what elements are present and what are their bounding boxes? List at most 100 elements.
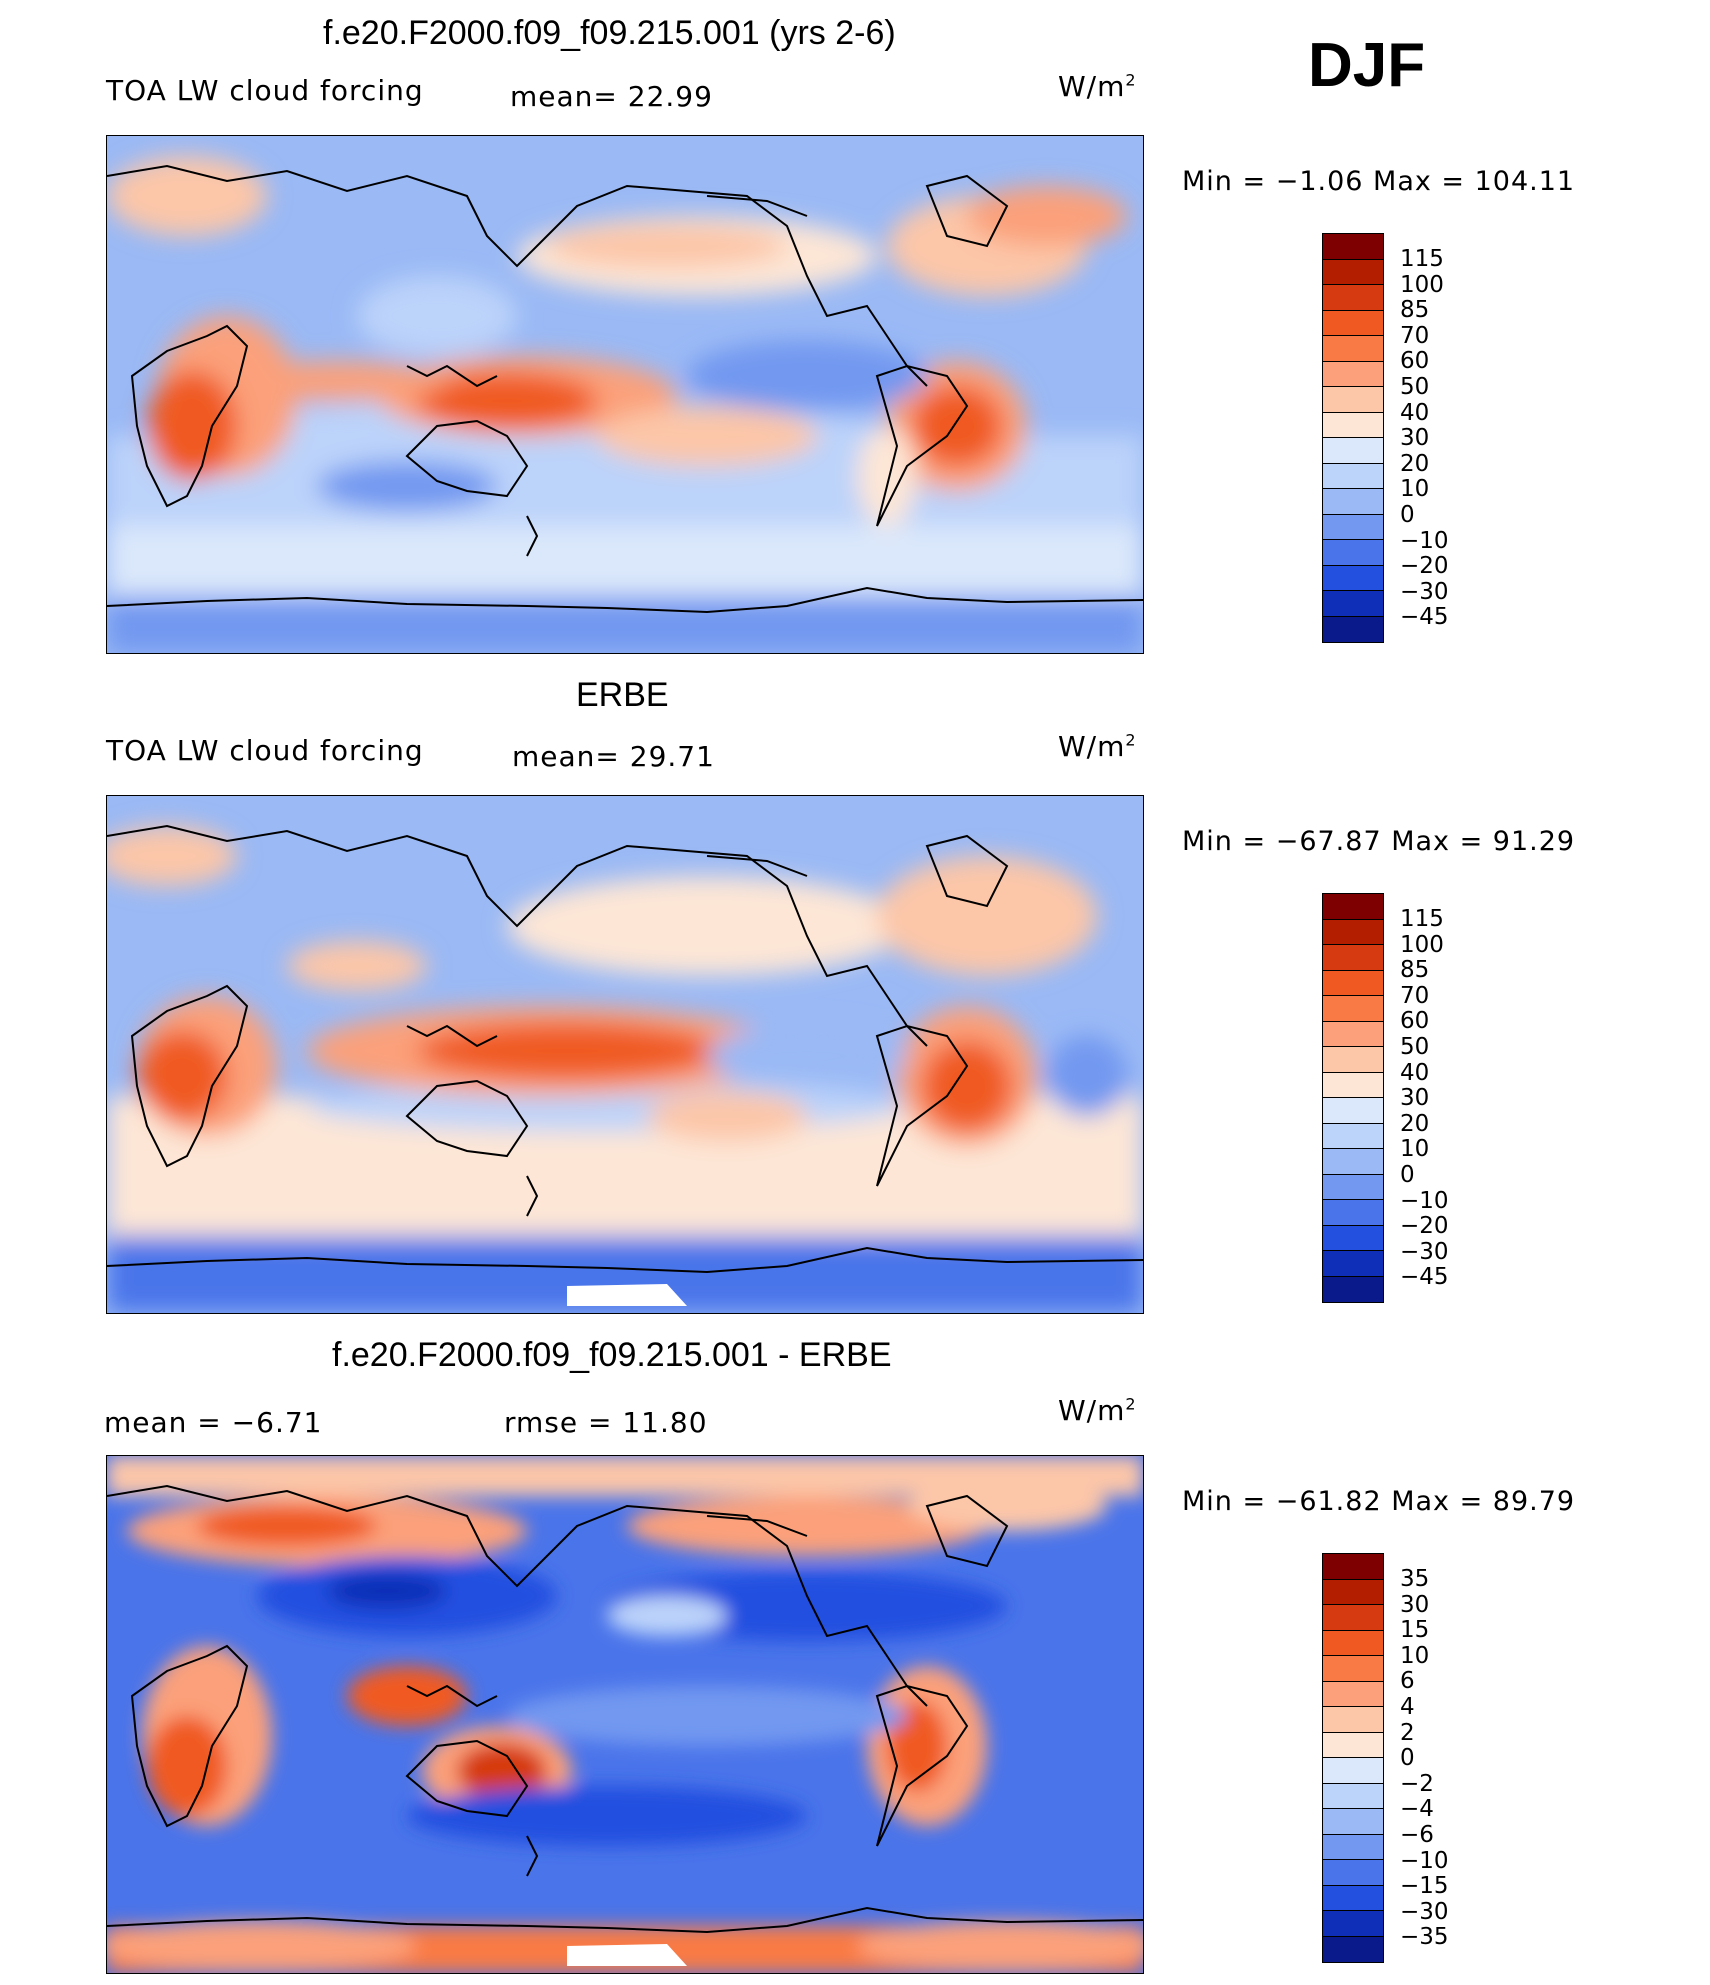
map-model: [106, 135, 1144, 654]
colorbar-tick-label: −10: [1400, 1847, 1449, 1874]
colorbar-swatch: [1323, 1656, 1383, 1682]
colorbar-tick-label: 30: [1400, 1085, 1430, 1112]
colorbar-swatch: [1323, 1834, 1383, 1860]
colorbar-tick-label: −4: [1400, 1796, 1434, 1823]
colorbar-tick-label: 35: [1400, 1566, 1430, 1592]
colorbar-swatch: [1323, 361, 1383, 387]
colorbar-swatch: [1323, 1758, 1383, 1784]
colorbar-swatch: [1323, 234, 1383, 260]
colorbar-tick-label: −35: [1400, 1924, 1449, 1951]
colorbar-tick-label: 50: [1400, 373, 1430, 400]
colorbar-tick-label: 115: [1400, 906, 1444, 932]
colorbar-swatch: [1323, 310, 1383, 336]
colorbar-diff-labels: 35 30 15 10 6 4 2 0 −2 −4 −6 −10 −15 −30 −35: [1400, 1566, 1449, 1951]
colorbar-swatch: [1323, 1860, 1383, 1886]
colorbar-tick-label: −10: [1400, 1187, 1449, 1214]
map-obs: [106, 795, 1144, 1314]
colorbar-tick-label: 15: [1400, 1617, 1430, 1644]
colorbar-tick-label: 6: [1400, 1668, 1415, 1695]
colorbar-tick-label: 85: [1400, 297, 1430, 324]
colorbar-swatch: [1323, 1047, 1383, 1073]
colorbar-swatch: [1323, 1123, 1383, 1149]
panel-model-units: W/m2: [1058, 70, 1137, 103]
colorbar-tick-label: 10: [1400, 1136, 1430, 1163]
colorbar-tick-label: 20: [1400, 450, 1430, 477]
colorbar-swatch: [1323, 1200, 1383, 1226]
colorbar-swatch: [1323, 565, 1383, 591]
colorbar-swatch: [1323, 1681, 1383, 1707]
colorbar-swatch: [1323, 945, 1383, 971]
colorbar-tick-label: 60: [1400, 1008, 1430, 1035]
colorbar-tick-label: −10: [1400, 527, 1449, 554]
panel-obs-field-label: TOA LW cloud forcing: [106, 734, 424, 767]
colorbar-swatch: [1323, 1276, 1383, 1302]
panel-diff-units: W/m2: [1058, 1394, 1137, 1427]
colorbar-swatch: [1323, 996, 1383, 1022]
colorbar-swatch: [1323, 540, 1383, 566]
colorbar-tick-label: −30: [1400, 578, 1449, 605]
colorbar-swatch: [1323, 1707, 1383, 1733]
colorbar-tick-label: 30: [1400, 425, 1430, 452]
colorbar-tick-label: −45: [1400, 1264, 1449, 1291]
colorbar-tick-label: 0: [1400, 1745, 1415, 1772]
colorbar-swatch: [1323, 894, 1383, 920]
panel-model-minmax: Min = −1.06 Max = 104.11: [1182, 166, 1576, 197]
colorbar-swatch: [1323, 1809, 1383, 1835]
colorbar-swatch: [1323, 1225, 1383, 1251]
colorbar-tick-label: 100: [1400, 271, 1444, 298]
colorbar-tick-label: −30: [1400, 1898, 1449, 1925]
colorbar-tick-label: −30: [1400, 1238, 1449, 1265]
colorbar-swatch: [1323, 1579, 1383, 1605]
colorbar-tick-label: 60: [1400, 348, 1430, 375]
colorbar-swatch: [1323, 1911, 1383, 1937]
colorbar-diff: [1322, 1553, 1384, 1963]
colorbar-swatch: [1323, 1554, 1383, 1580]
colorbar-swatch: [1323, 919, 1383, 945]
colorbar-tick-label: 85: [1400, 957, 1430, 984]
colorbar-tick-label: −6: [1400, 1821, 1434, 1848]
colorbar-model-labels: 115 100 85 70 60 50 40 30 20 10 0 −10 −20 −30 −45: [1400, 246, 1449, 631]
colorbar-swatch: [1323, 1630, 1383, 1656]
colorbar-tick-label: −20: [1400, 553, 1449, 580]
colorbar-obs: [1322, 893, 1384, 1303]
colorbar-swatch: [1323, 412, 1383, 438]
colorbar-swatch: [1323, 591, 1383, 617]
colorbar-tick-label: 40: [1400, 399, 1430, 426]
colorbar-swatch: [1323, 1885, 1383, 1911]
panel-model-field-label: TOA LW cloud forcing: [106, 74, 424, 107]
colorbar-obs-labels: 115 100 85 70 60 50 40 30 20 10 0 −10 −20 −30 −45: [1400, 906, 1449, 1291]
colorbar-tick-label: 4: [1400, 1693, 1415, 1720]
panel-model-mean: mean= 22.99: [510, 80, 713, 113]
colorbar-swatch: [1323, 1072, 1383, 1098]
colorbar-swatch: [1323, 514, 1383, 540]
colorbar-tick-label: −45: [1400, 604, 1449, 631]
colorbar-tick-label: 0: [1400, 501, 1415, 528]
colorbar-swatch: [1323, 285, 1383, 311]
colorbar-tick-label: 70: [1400, 982, 1430, 1009]
colorbar-swatch: [1323, 1732, 1383, 1758]
map-diff: [106, 1455, 1144, 1974]
colorbar-swatch: [1323, 463, 1383, 489]
colorbar-swatch: [1323, 1783, 1383, 1809]
colorbar-swatch: [1323, 1149, 1383, 1175]
colorbar-swatch: [1323, 387, 1383, 413]
colorbar-tick-label: −15: [1400, 1873, 1449, 1900]
panel-obs-mean: mean= 29.71: [512, 740, 715, 773]
colorbar-swatch: [1323, 259, 1383, 285]
colorbar-tick-label: 30: [1400, 1591, 1430, 1618]
panel-diff-rmse: rmse = 11.80: [504, 1406, 708, 1439]
colorbar-tick-label: 100: [1400, 931, 1444, 958]
panel-obs-minmax: Min = −67.87 Max = 91.29: [1182, 826, 1576, 857]
colorbar-tick-label: 10: [1400, 476, 1430, 503]
colorbar-tick-label: 2: [1400, 1719, 1415, 1746]
colorbar-swatch: [1323, 336, 1383, 362]
colorbar-swatch: [1323, 1936, 1383, 1962]
season-label: DJF: [1308, 31, 1426, 100]
colorbar-swatch: [1323, 489, 1383, 515]
panel-diff-minmax: Min = −61.82 Max = 89.79: [1182, 1486, 1576, 1517]
colorbar-swatch: [1323, 1021, 1383, 1047]
colorbar-swatch: [1323, 1605, 1383, 1631]
colorbar-swatch: [1323, 1251, 1383, 1277]
panel-model-title: f.e20.F2000.f09_f09.215.001 (yrs 2-6): [323, 14, 896, 52]
colorbar-model: [1322, 233, 1384, 643]
